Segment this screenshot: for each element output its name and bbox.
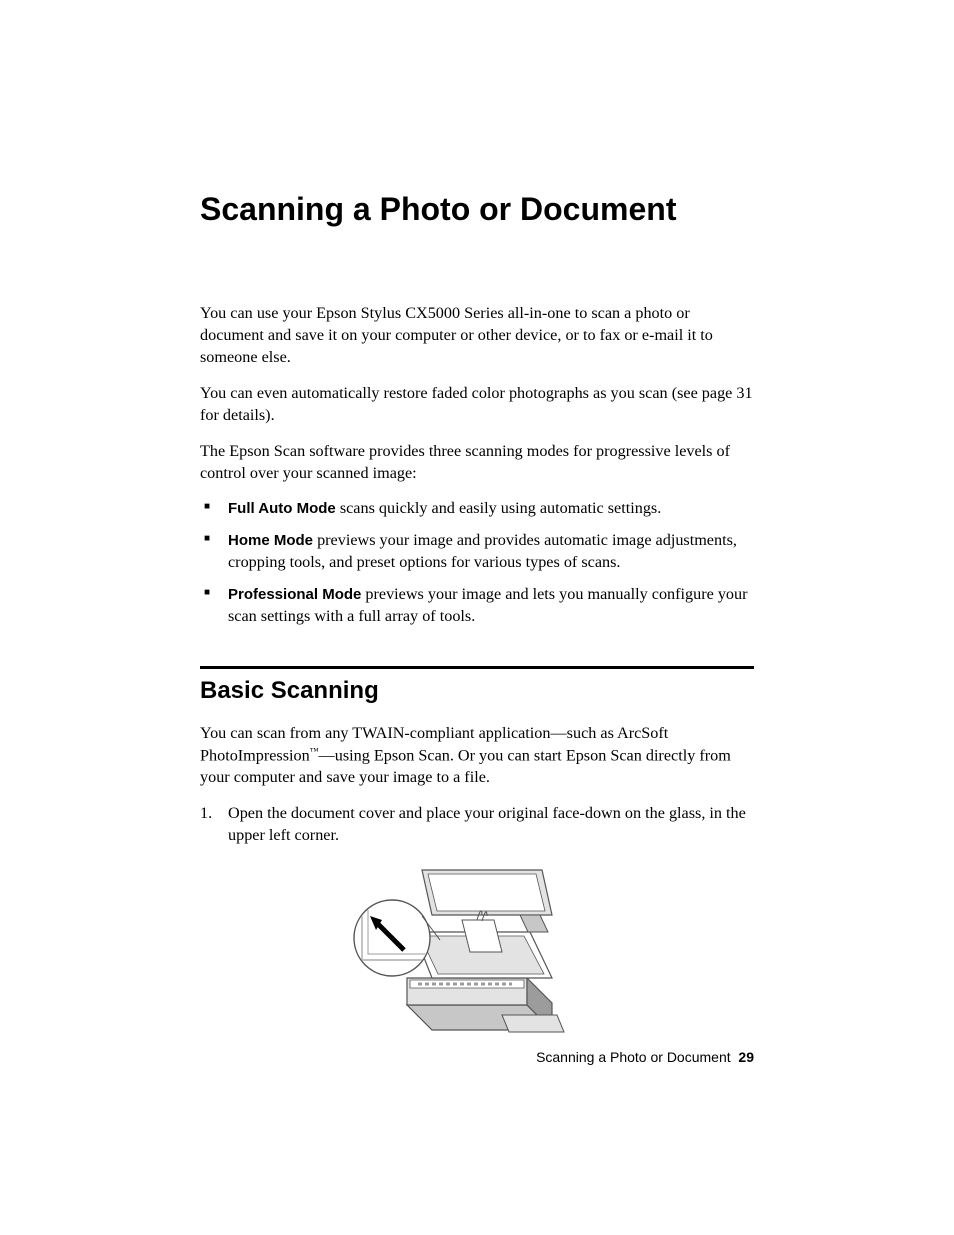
page-title: Scanning a Photo or Document: [200, 190, 754, 228]
mode-label: Professional Mode: [228, 586, 361, 603]
intro-paragraph-3: The Epson Scan software provides three s…: [200, 441, 754, 485]
section-divider: [200, 666, 754, 669]
step-list: Open the document cover and place your o…: [200, 803, 754, 847]
scanner-icon: [352, 860, 602, 1060]
mode-label: Home Mode: [228, 532, 313, 549]
intro-paragraph-1: You can use your Epson Stylus CX5000 Ser…: [200, 303, 754, 369]
mode-professional: Professional Mode previews your image an…: [200, 584, 754, 628]
mode-list: Full Auto Mode scans quickly and easily …: [200, 498, 754, 627]
trademark-symbol: ™: [310, 746, 319, 756]
section-heading: Basic Scanning: [200, 677, 754, 705]
step-1: Open the document cover and place your o…: [200, 803, 754, 847]
footer-page-number: 29: [738, 1049, 754, 1065]
intro-paragraph-2: You can even automatically restore faded…: [200, 383, 754, 427]
page-footer: Scanning a Photo or Document 29: [536, 1049, 754, 1065]
mode-home: Home Mode previews your image and provid…: [200, 530, 754, 574]
footer-label: Scanning a Photo or Document: [536, 1049, 731, 1065]
document-page: Scanning a Photo or Document You can use…: [0, 0, 954, 1235]
section-lead: You can scan from any TWAIN-compliant ap…: [200, 723, 754, 789]
mode-desc: scans quickly and easily using automatic…: [336, 499, 662, 517]
mode-full-auto: Full Auto Mode scans quickly and easily …: [200, 498, 754, 520]
mode-label: Full Auto Mode: [228, 500, 336, 517]
scanner-illustration: [200, 860, 754, 1060]
